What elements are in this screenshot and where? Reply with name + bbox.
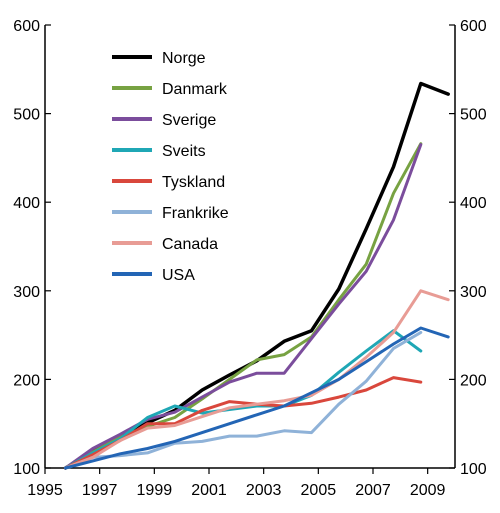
- legend-label-sveits: Sveits: [162, 143, 206, 160]
- y-tick-label-left: 200: [13, 372, 40, 389]
- legend-label-danmark: Danmark: [162, 81, 228, 98]
- y-tick-label-left: 500: [13, 107, 40, 124]
- series-line-canada: [64, 289, 450, 470]
- y-tick-label-right: 400: [460, 195, 487, 212]
- x-tick-label: 2009: [410, 482, 446, 499]
- legend-label-norge: Norge: [162, 50, 206, 67]
- x-tick-label: 1997: [82, 482, 118, 499]
- y-tick-label-left: 400: [13, 195, 40, 212]
- chart-axes: 100 100 200 200 300 300 400 400 500 500 600 600 1995…: [13, 18, 487, 499]
- x-tick-label: 2001: [191, 482, 227, 499]
- y-tick-label-right: 100: [460, 461, 487, 478]
- series-line-sverige: [64, 143, 423, 470]
- x-tick-label: 2003: [246, 482, 282, 499]
- y-tick-label-left: 600: [13, 18, 40, 35]
- legend-label-usa: USA: [162, 267, 195, 284]
- legend-label-tyskland: Tyskland: [162, 174, 225, 191]
- x-tick-label: 2007: [355, 482, 391, 499]
- series-line-usa: [64, 326, 450, 470]
- y-tick-label-right: 200: [460, 372, 487, 389]
- chart-series-lines: [63, 81, 450, 470]
- legend-label-canada: Canada: [162, 236, 218, 253]
- y-tick-label-left: 100: [13, 461, 40, 478]
- series-line-sveits: [64, 329, 423, 470]
- chart-legend: Norge Danmark Sverige Sveits Tyskland Frankri…: [112, 50, 229, 284]
- legend-label-sverige: Sverige: [162, 112, 216, 129]
- legend-label-frankrike: Frankrike: [162, 205, 229, 222]
- x-tick-label: 2005: [301, 482, 337, 499]
- x-tick-label: 1995: [27, 482, 63, 499]
- y-tick-label-right: 300: [460, 284, 487, 301]
- series-line-frankrike: [64, 330, 423, 470]
- x-tick-label: 1999: [137, 482, 173, 499]
- y-tick-label-right: 600: [460, 18, 487, 35]
- y-tick-label-left: 300: [13, 284, 40, 301]
- y-tick-label-right: 500: [460, 107, 487, 124]
